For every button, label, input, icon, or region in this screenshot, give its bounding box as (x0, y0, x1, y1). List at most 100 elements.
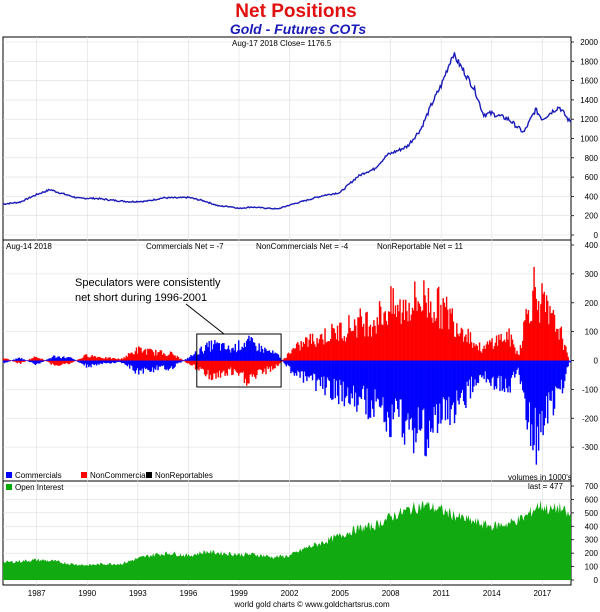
commercials-bar (569, 360, 572, 363)
noncommercials-bar (89, 357, 91, 361)
cot-ytick-label: -300 (582, 443, 599, 452)
commercials-bar (351, 360, 354, 399)
noncommercials-bar (42, 359, 45, 361)
commercials-bar (287, 360, 290, 366)
noncommercials-bar (67, 360, 70, 365)
noncommercials-bar (442, 298, 444, 361)
noncommercials-bar (152, 352, 155, 361)
commercials-bar (58, 356, 60, 361)
x-tick-label: 1999 (230, 589, 248, 598)
commercials-bar (295, 360, 298, 376)
commercials-bar (148, 360, 150, 371)
noncommercials-bar (516, 350, 518, 361)
commercials-bar (565, 360, 567, 374)
commercials-bar (272, 350, 274, 361)
commercials-bar (464, 360, 466, 405)
noncommercials-bar (102, 358, 105, 361)
commercials-bar (175, 360, 177, 364)
noncommercials-bar (383, 312, 385, 361)
noncommercials-bar (260, 360, 263, 370)
noncommercials-bar (114, 358, 116, 361)
noncommercials-bar (17, 360, 20, 363)
noncommercials-bar (52, 360, 55, 365)
commercials-bar (185, 359, 188, 361)
noncommercials-bar (163, 353, 165, 361)
noncommercials-bar (504, 342, 507, 361)
commercials-bar (337, 360, 340, 405)
commercials-bar (474, 360, 476, 380)
noncommercials-bar (428, 312, 431, 361)
commercials-bar (274, 352, 276, 361)
commercials-bar (102, 360, 105, 363)
commercials-bar (380, 360, 382, 408)
commercials-bar (465, 360, 467, 409)
commercials-bar (536, 360, 539, 427)
noncommercials-bar (64, 360, 66, 365)
commercials-bar (278, 357, 281, 361)
commercials-bar (242, 348, 244, 361)
noncommercials-bar (159, 350, 162, 361)
noncommercials-bar (56, 360, 58, 366)
noncommercials-bar (534, 287, 536, 361)
commercials-bar (199, 348, 201, 361)
noncommercials-bar (71, 360, 73, 363)
commercials-bar (224, 349, 226, 361)
commercials-bar (567, 360, 569, 367)
noncommercials-bar (351, 330, 354, 361)
commercials-bar (211, 349, 214, 361)
noncommercials-bar (294, 348, 297, 361)
commercials-bar (437, 360, 440, 424)
commercials-bar (259, 351, 262, 361)
commercials-bar (205, 344, 207, 361)
commercials-bar (422, 360, 424, 411)
noncommercials-bar (253, 360, 256, 377)
noncommercials-bar (360, 316, 363, 361)
noncommercials-bar (131, 352, 133, 361)
price-ytick-label: 1000 (580, 135, 598, 144)
commercials-bar (317, 360, 319, 379)
commercials-bar (182, 360, 184, 362)
commercials-bar (115, 360, 117, 363)
noncommercials-bar (453, 336, 456, 361)
commercials-bar (542, 360, 544, 436)
commercials-bar (107, 360, 109, 363)
noncommercials-bar (451, 308, 454, 361)
noncommercials-bar (509, 346, 511, 361)
commercials-bar (56, 357, 58, 361)
noncommercials-bar (312, 341, 315, 361)
noncommercials-bar (283, 358, 285, 361)
commercials-bar (64, 357, 66, 361)
noncommercials-bar (301, 346, 304, 361)
commercials-bar (440, 360, 442, 424)
commercials-bar (312, 360, 315, 374)
commercials-bar (556, 360, 558, 388)
commercials-bar (165, 360, 167, 371)
commercials-bar (325, 360, 327, 388)
noncommercials-bar (266, 360, 268, 367)
commercials-bar (255, 346, 257, 361)
commercials-bar (404, 360, 407, 422)
cot-ytick-label: 200 (585, 299, 599, 308)
commercials-bar (92, 360, 95, 365)
commercials-bar (163, 360, 165, 366)
noncommercials-bar (330, 338, 332, 361)
noncommercials-bar (200, 360, 202, 369)
commercials-bar (512, 360, 515, 372)
commercials-bar (554, 360, 557, 387)
noncommercials-bar (49, 360, 51, 364)
noncommercials-bar (323, 344, 325, 361)
noncommercials-bar (32, 358, 34, 361)
noncommercials-bar (226, 360, 229, 376)
noncommercials-bar (535, 298, 538, 361)
commercials-bar (390, 360, 392, 438)
commercials-bar (133, 360, 135, 372)
commercials-bar (110, 360, 113, 364)
noncommercials-bar (165, 356, 167, 361)
noncommercials-bar (556, 328, 558, 361)
noncommercials-bar (303, 344, 306, 361)
commercials-bar (362, 360, 365, 386)
cot-noncommercials-net: NonCommercials Net = -4 (256, 242, 349, 251)
commercials-bar (17, 357, 20, 361)
commercials-bar (241, 346, 243, 361)
commercials-bar (394, 360, 397, 399)
